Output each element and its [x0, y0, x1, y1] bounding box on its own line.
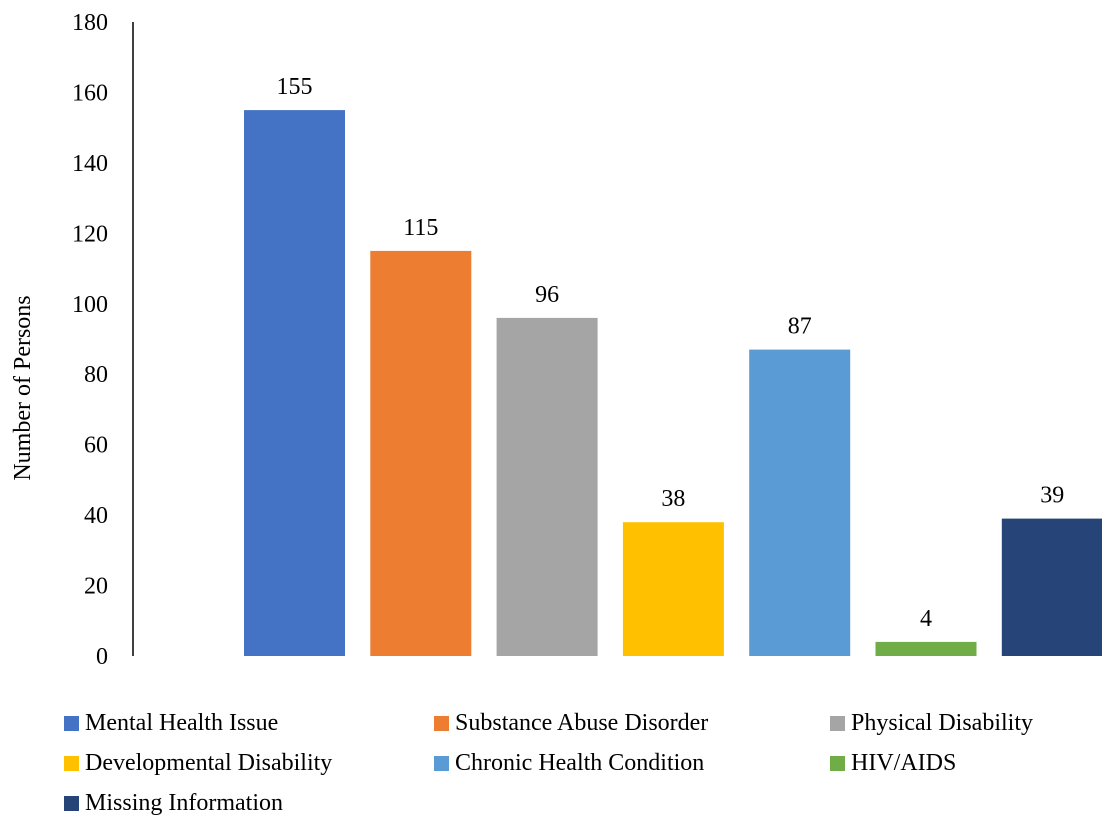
- bar: [244, 110, 345, 657]
- legend-item: Chronic Health Condition: [434, 746, 830, 780]
- bar: [875, 641, 977, 656]
- y-tick-label: 80: [84, 362, 108, 388]
- y-tick-label: 120: [72, 221, 108, 247]
- data-label: 4: [920, 606, 932, 632]
- y-axis-label: Number of Persons: [10, 295, 36, 480]
- y-tick-label: 0: [96, 644, 108, 670]
- legend-swatch: [64, 755, 79, 771]
- legend-swatch: [434, 755, 449, 771]
- bar: [370, 250, 472, 656]
- data-label: 38: [661, 486, 685, 512]
- y-tick-label: 20: [84, 574, 108, 600]
- data-label: 39: [1040, 483, 1064, 509]
- bar: [622, 522, 724, 656]
- y-tick-label: 140: [72, 151, 108, 177]
- data-label: 87: [788, 314, 812, 340]
- data-label: 115: [403, 215, 438, 241]
- legend-swatch: [64, 795, 79, 811]
- bar: [1001, 518, 1102, 656]
- legend-item: Physical Disability: [830, 706, 1094, 740]
- legend-item: Substance Abuse Disorder: [434, 706, 830, 740]
- legend-item: HIV/AIDS: [830, 746, 1094, 780]
- y-tick-label: 180: [72, 10, 108, 36]
- y-tick-label: 100: [72, 292, 108, 318]
- legend-label: Chronic Health Condition: [455, 749, 705, 776]
- legend-item: Mental Health Issue: [64, 706, 434, 740]
- legend-swatch: [434, 715, 449, 731]
- data-label: 96: [535, 282, 559, 308]
- legend-label: Mental Health Issue: [85, 709, 279, 736]
- legend-label: Missing Information: [85, 789, 283, 816]
- y-tick-label: 40: [84, 503, 108, 529]
- legend-label: Developmental Disability: [85, 749, 333, 776]
- legend-swatch: [830, 715, 845, 731]
- y-tick-label: 60: [84, 433, 108, 459]
- data-label: 155: [277, 74, 313, 100]
- legend-swatch: [830, 755, 845, 771]
- legend-item: Developmental Disability: [64, 746, 434, 780]
- legend-label: Physical Disability: [851, 709, 1033, 736]
- bar: [749, 349, 851, 656]
- data-labels: 155 115 96 38 87 4 39: [277, 74, 1065, 632]
- legend: Mental Health Issue Substance Abuse Disor…: [64, 706, 1094, 820]
- y-axis: 0 20 40 60 80 100 120 140 160 180: [72, 10, 134, 670]
- bar: [496, 317, 598, 656]
- legend-label: HIV/AIDS: [851, 749, 957, 776]
- y-tick-label: 160: [72, 80, 108, 106]
- bar-chart: 0 20 40 60 80 100 120 140 160 180 155 115 96 38 87 4 39…: [10, 10, 1102, 670]
- bars: [244, 110, 1102, 657]
- legend-item: Missing Information: [64, 786, 434, 820]
- legend-label: Substance Abuse Disorder: [455, 709, 709, 736]
- legend-swatch: [64, 715, 79, 731]
